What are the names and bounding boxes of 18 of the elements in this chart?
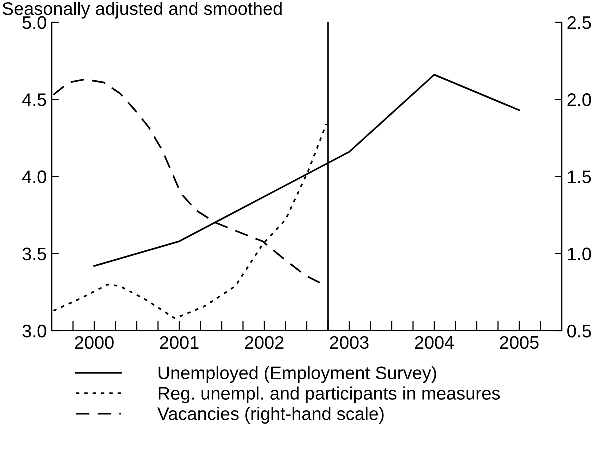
x-tick-label: 2003 [330,336,369,350]
x-tick-label: 2000 [75,336,114,350]
y-tick-label: 3.5 [22,248,46,261]
y2-tick-label: 1.5 [568,170,592,184]
x-tick-label: 2001 [160,336,199,350]
legend-label: Reg. unempl. and participants in measures [158,386,500,404]
x-tick-label: 2005 [500,336,539,350]
y2-tick-label: 0.5 [568,324,592,338]
y-tick-label: 4.0 [22,170,46,184]
legend-label: Vacancies (right-hand scale) [158,407,384,424]
y2-tick-label: 2.0 [568,94,592,106]
y2-tick-label: 2.5 [568,16,592,30]
x-tick-label: 2002 [245,336,284,350]
y-tick-label: 3.0 [22,324,46,338]
y2-tick-label: 1.0 [568,248,592,261]
legend-label: Unemployed (Employment Survey) [158,366,436,384]
x-tick-label: 2004 [415,336,454,350]
y-tick-label: 4.5 [22,94,46,106]
